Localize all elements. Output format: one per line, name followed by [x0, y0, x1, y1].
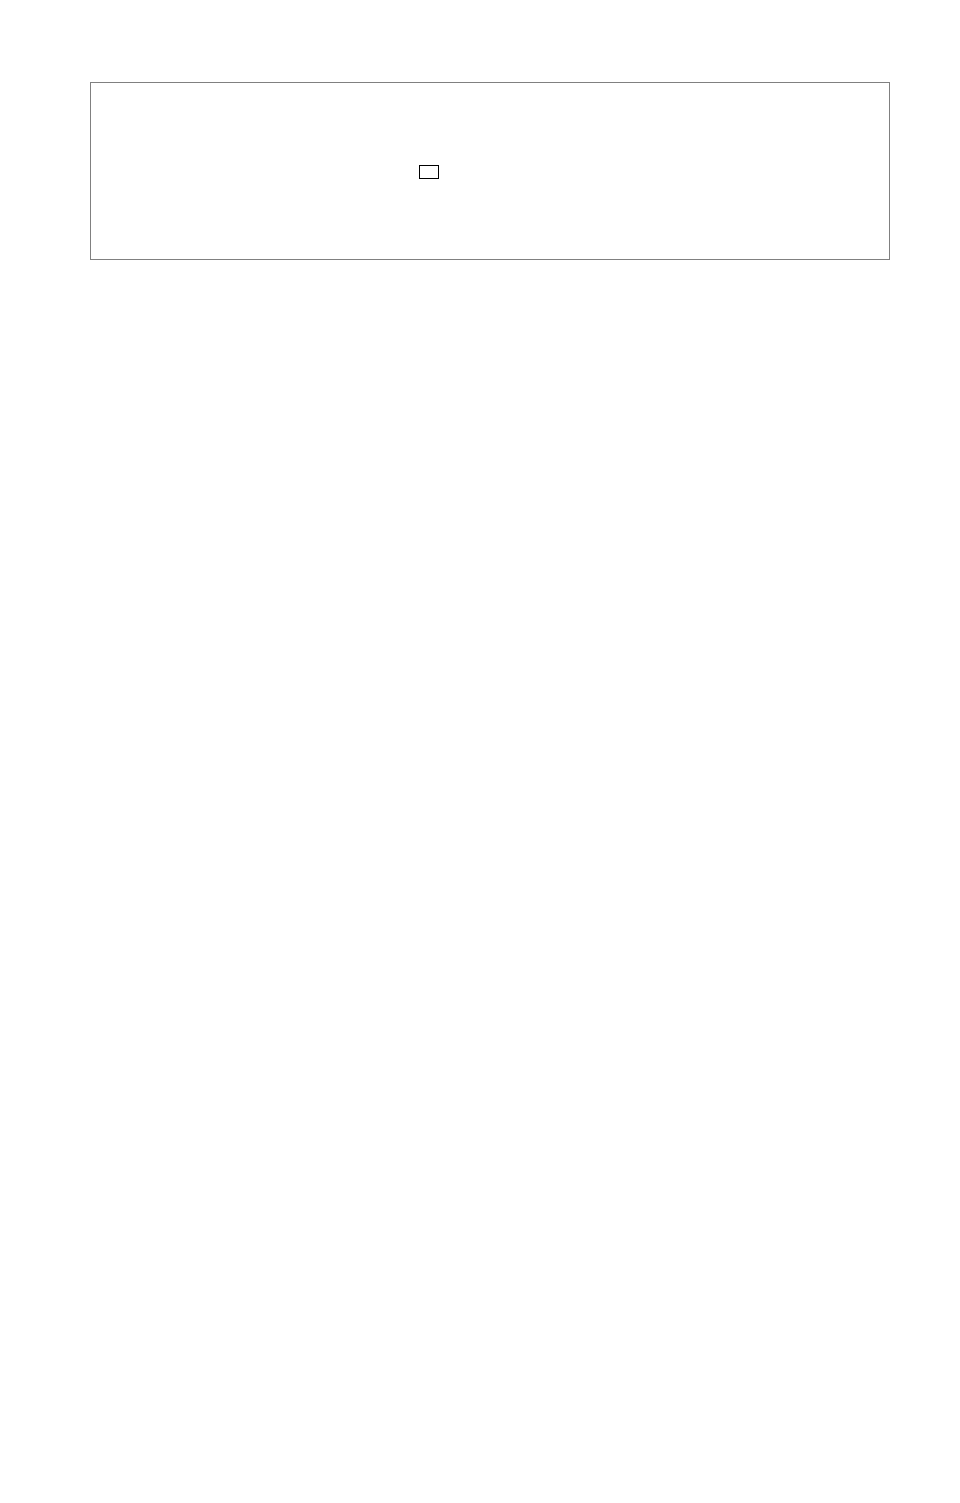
usage-chart: [105, 97, 405, 247]
chart-legend: [419, 165, 439, 179]
chart-container: [90, 82, 890, 260]
